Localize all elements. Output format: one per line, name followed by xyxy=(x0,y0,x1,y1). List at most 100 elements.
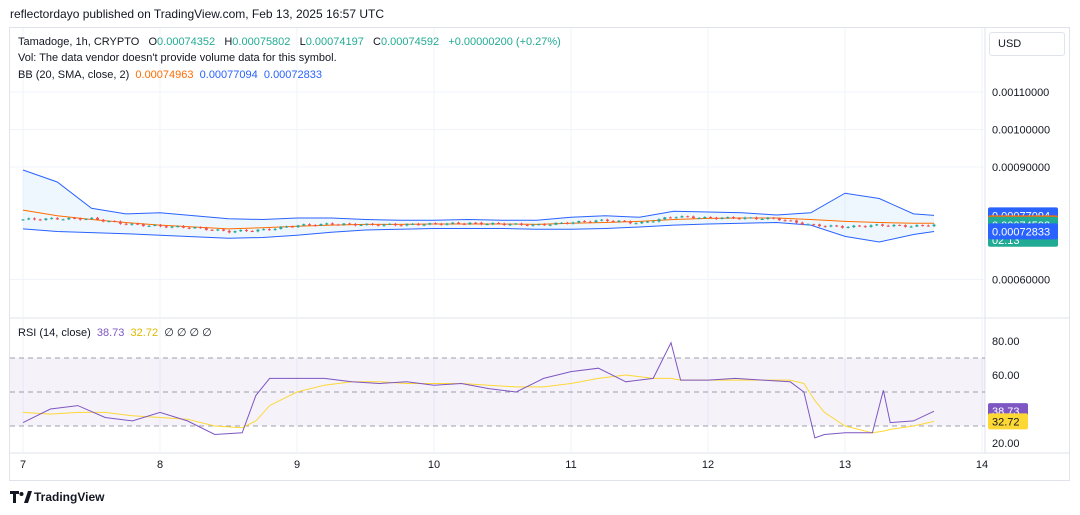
candle-body xyxy=(422,224,426,226)
candle-body xyxy=(210,229,214,231)
candle-body xyxy=(852,225,856,228)
candle-body xyxy=(777,218,781,221)
candle-body xyxy=(674,217,678,219)
candle-body xyxy=(766,217,770,219)
candle-body xyxy=(823,226,827,228)
candle-body xyxy=(858,225,862,227)
candle-body xyxy=(697,218,701,220)
candle-body xyxy=(519,223,523,225)
time-tick-label: 12 xyxy=(702,459,714,471)
candle-body xyxy=(709,216,713,218)
publisher-line: reflectordayo published on TradingView.c… xyxy=(10,7,385,21)
candle-body xyxy=(932,224,936,227)
candle-body xyxy=(279,226,283,229)
time-tick-label: 14 xyxy=(976,459,988,471)
candle-body xyxy=(313,225,317,227)
candle-body xyxy=(468,222,472,225)
candle-body xyxy=(32,218,36,220)
candle-body xyxy=(147,225,151,227)
tradingview-logo-icon xyxy=(10,491,32,503)
rsi-ma-value-label-box xyxy=(988,413,1028,430)
rsi-tick-label: 80.00 xyxy=(992,336,1020,348)
candle-body xyxy=(187,227,191,229)
candle-body xyxy=(542,224,546,226)
time-tick-label: 13 xyxy=(839,459,851,471)
bb-upper-line xyxy=(22,169,935,221)
candle-body xyxy=(594,220,598,223)
candle-body xyxy=(846,227,850,229)
legend-ohlc: Tamadoge, 1h, CRYPTO O0.00074352 H0.0007… xyxy=(18,36,561,48)
candle-body xyxy=(462,223,466,225)
candle-body xyxy=(657,219,661,222)
rsi-background xyxy=(10,357,985,427)
candle-body xyxy=(743,217,747,219)
candle-body xyxy=(577,221,581,223)
candle-body xyxy=(835,225,839,227)
candle-body xyxy=(525,224,529,226)
candle-body xyxy=(285,226,289,228)
chart-frame xyxy=(9,27,1070,481)
candle-body xyxy=(485,224,489,226)
legend-o-label: O xyxy=(148,36,158,48)
legend-close: 0.00074592 xyxy=(381,36,440,48)
candle-body xyxy=(754,217,758,220)
legend-bb-lower: 0.00072833 xyxy=(263,69,323,81)
candle-body xyxy=(508,224,512,226)
candle-body xyxy=(474,222,478,224)
candle-body xyxy=(548,224,552,226)
rsi-ma-value-label: 32.72 xyxy=(992,416,1020,428)
rsi-line xyxy=(22,341,935,439)
candle-body xyxy=(153,224,157,226)
candle-body xyxy=(159,224,163,227)
candle-body xyxy=(50,218,54,220)
legend-bb-label: BB (20, SMA, close, 2) xyxy=(18,69,130,81)
candle-body xyxy=(222,229,226,231)
legend-bb-upper: 0.00077094 xyxy=(199,69,258,81)
candle-body xyxy=(640,221,644,224)
candle-body xyxy=(325,223,329,225)
candle-body xyxy=(686,216,690,218)
candle-body xyxy=(227,230,231,233)
candle-body xyxy=(439,223,443,225)
candle-body xyxy=(405,223,409,226)
candle-body xyxy=(537,224,541,226)
candle-body xyxy=(124,223,128,225)
candle-body xyxy=(497,222,501,224)
candle-body xyxy=(239,230,243,232)
candle-body xyxy=(875,224,879,226)
candle-body xyxy=(703,216,707,219)
candle-body xyxy=(829,225,833,227)
legend-open: 0.00074352 xyxy=(157,36,216,48)
candle-body xyxy=(583,221,587,223)
time-tick-label: 8 xyxy=(157,459,163,471)
tradingview-brand[interactable]: TradingView xyxy=(10,490,104,504)
candle-body xyxy=(136,223,140,225)
candle-body xyxy=(628,221,632,224)
candle-body xyxy=(732,217,736,219)
candle-body xyxy=(491,222,495,225)
bollinger-bands xyxy=(22,169,935,243)
candle-body xyxy=(27,218,31,220)
axis-value-labels: 0.000770940.000749630.0007459202:130.000… xyxy=(988,207,1058,430)
candle-body xyxy=(783,220,787,222)
candle-body xyxy=(348,223,352,225)
rsi-tick-label: 60.00 xyxy=(992,370,1020,382)
candle-body xyxy=(611,220,615,222)
candle-body xyxy=(107,221,111,223)
candle-body xyxy=(588,221,592,223)
currency-button[interactable]: USD xyxy=(989,32,1065,56)
candle-body xyxy=(795,220,799,223)
rsi-lines xyxy=(22,341,935,439)
candle-body xyxy=(840,226,844,228)
candle-body xyxy=(233,231,237,233)
candle-body xyxy=(886,225,890,227)
candle-body xyxy=(531,224,535,226)
candle-body xyxy=(61,219,65,221)
time-tick-label: 9 xyxy=(294,459,300,471)
candle-body xyxy=(863,226,867,228)
candle-body xyxy=(646,221,650,223)
candle-body xyxy=(869,225,873,227)
price-tick-label: 0.00060000 xyxy=(992,275,1050,287)
candle-body xyxy=(204,227,208,230)
